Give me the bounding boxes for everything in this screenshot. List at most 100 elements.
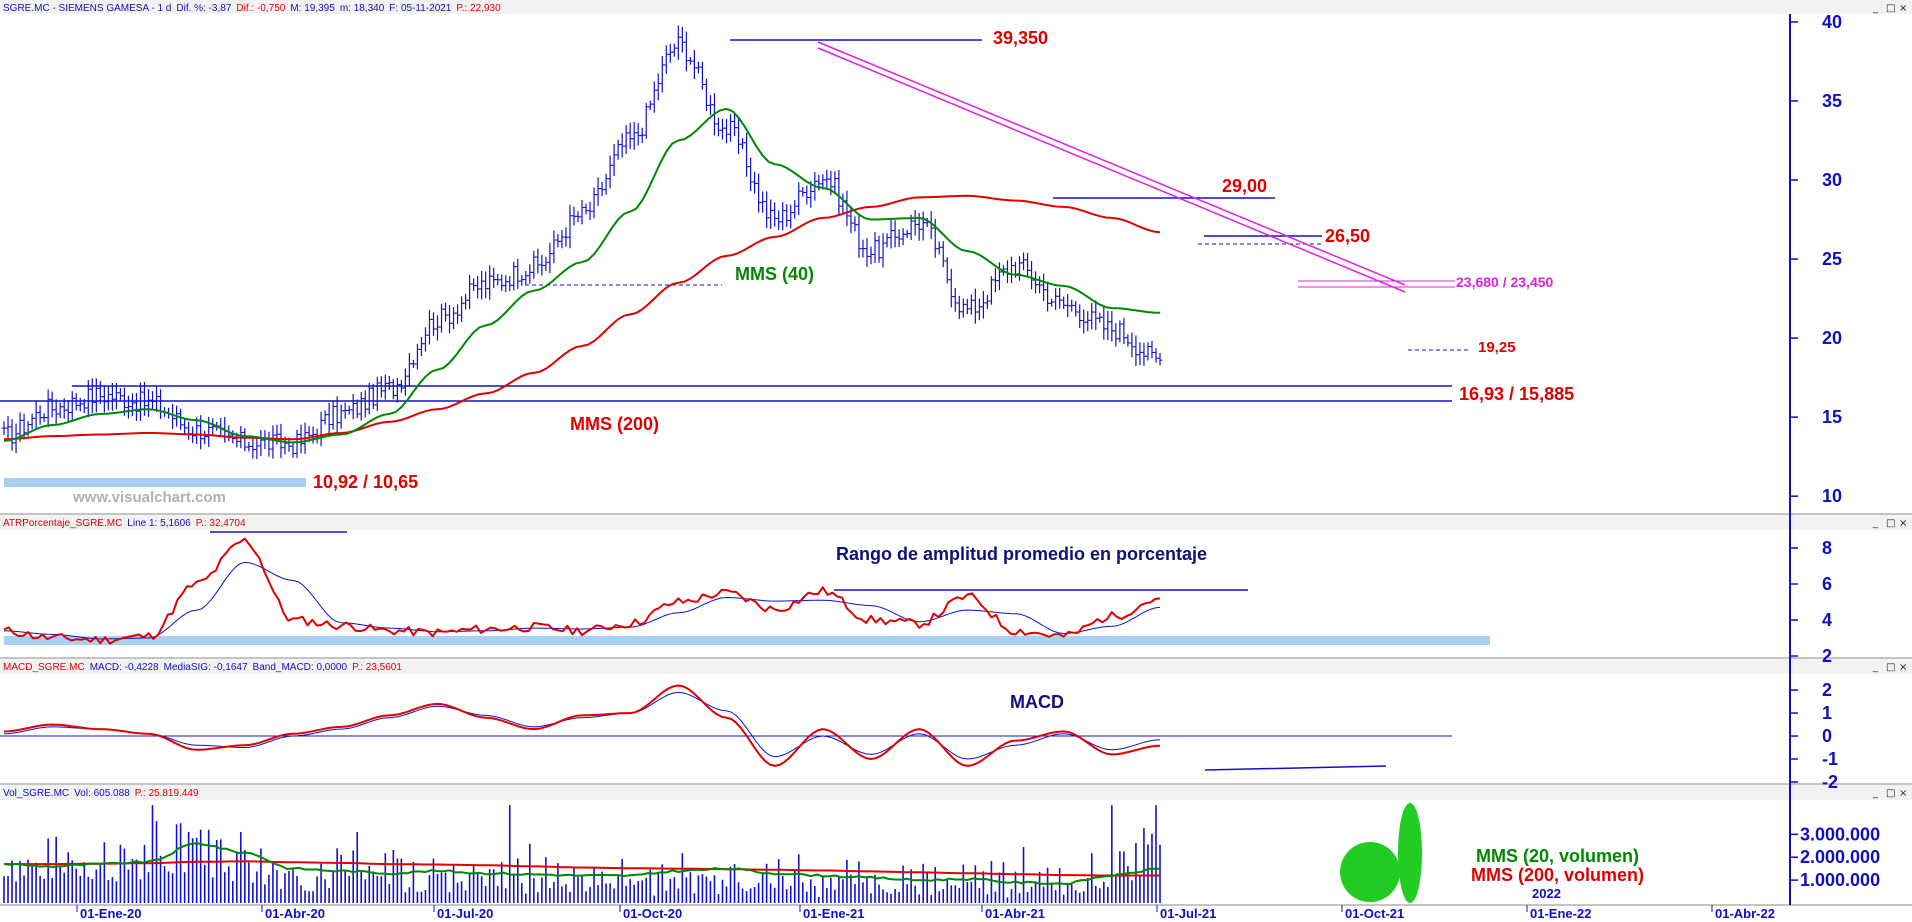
date-label: 01-Jul-21: [1160, 906, 1216, 921]
downtrend-line-lower: [817, 47, 1406, 293]
close-button[interactable]: ×: [1899, 3, 1907, 14]
panel-header-bar: [0, 785, 1912, 800]
price-axis-label: 10: [1822, 486, 1842, 506]
maximize-button[interactable]: □: [1886, 788, 1895, 799]
atr-header-p: P.: 32,4704: [196, 518, 246, 529]
panel-header-bar: [0, 515, 1912, 530]
close-button[interactable]: ×: [1899, 662, 1907, 673]
volume-axis-label: 2.000.000: [1800, 847, 1880, 867]
macd-panel-header: MACD_SGRE.MC MACD: -0,4228 MediaSIG: -0,16…: [3, 662, 402, 673]
annotation-1693-15885: 16,93 / 15,885: [1459, 384, 1574, 404]
price-axis-label: 20: [1822, 328, 1842, 348]
mms40-label: MMS (40): [735, 264, 814, 284]
price-axis-label: 40: [1822, 12, 1842, 32]
header-max: M: 19,395: [290, 3, 335, 14]
maximize-button[interactable]: □: [1886, 662, 1895, 673]
volume-panel-header: Vol_SGRE.MC Vol: 605.088 P.: 25.819.449: [3, 788, 199, 799]
header-dif-pct: Dif. %: -3,87: [176, 3, 231, 14]
header-min: m: 18,340: [340, 3, 385, 14]
annotation-1925: 19,25: [1478, 339, 1516, 356]
volume-highlight-nov: [1398, 803, 1422, 903]
date-label: 01-Oct-20: [623, 906, 682, 921]
macd-panel: 2 1 0 -1 -2: [0, 680, 1838, 792]
atr-window-controls[interactable]: _ □ ×: [1872, 518, 1907, 529]
volume-header-name: Vol_SGRE.MC: [3, 788, 69, 799]
volume-mms200-line: [4, 860, 1160, 877]
volume-mms20-label: MMS (20, volumen): [1476, 846, 1639, 866]
support-band: [4, 478, 306, 487]
annotation-39350: 39,350: [993, 28, 1048, 48]
watermark: www.visualchart.com: [72, 489, 226, 506]
maximize-button[interactable]: □: [1886, 518, 1895, 529]
atr-panel-header: ATRPorcentaje_SGRE.MC Line 1: 5,1606 P.: 3…: [3, 518, 246, 529]
price-axis-label: 25: [1822, 249, 1842, 269]
minimize-button[interactable]: _: [1872, 788, 1879, 799]
header-symbol: SGRE.MC - SIEMENS GAMESA - 1 d: [3, 3, 171, 14]
annotation-23680-23450: 23,680 / 23,450: [1456, 274, 1554, 290]
atr-axis-label: 2: [1822, 646, 1832, 666]
date-axis: 01-Ene-20 01-Abr-20 01-Jul-20 01-Oct-20 01-E…: [76, 886, 1775, 921]
macd-axis-label: -1: [1822, 749, 1838, 769]
volume-header-p: P.: 25.819.449: [135, 788, 199, 799]
panel-header-bar: [0, 659, 1912, 674]
mms40-line: [3, 107, 1161, 444]
close-button[interactable]: ×: [1899, 518, 1907, 529]
volume-mms20-line: [3, 842, 1161, 886]
date-label: 01-Oct-21: [1345, 906, 1404, 921]
atr-axis-label: 4: [1822, 610, 1832, 630]
maximize-button[interactable]: □: [1886, 3, 1895, 14]
downtrend-line-upper: [817, 41, 1406, 286]
atr-panel-title: Rango de amplitud promedio en porcentaje: [836, 544, 1207, 564]
volume-panel: 3.000.000 2.000.000 1.000.000: [3, 803, 1880, 903]
macd-header-name: MACD_SGRE.MC: [3, 662, 85, 673]
macd-axis-label: 0: [1822, 726, 1832, 746]
macd-header-macd: MACD: -0,4228: [90, 662, 159, 673]
macd-header-signal: MediaSIG: -0,1647: [164, 662, 248, 673]
macd-line: [3, 684, 1161, 767]
date-label: 01-Abr-21: [985, 906, 1045, 921]
macd-header-p: P.: 23,5601: [352, 662, 402, 673]
annotation-2650: 26,50: [1325, 226, 1370, 246]
svg-text:SGRE.MC - SIEMENS GAMESA - 1 d: SGRE.MC - SIEMENS GAMESA - 1 d Dif. %: -3…: [3, 3, 501, 14]
date-label: 01-Ene-20: [80, 906, 141, 921]
minimize-button[interactable]: _: [1872, 3, 1879, 14]
macd-header-band: Band_MACD: 0,0000: [253, 662, 348, 673]
panel-header-bar: [0, 0, 1912, 14]
macd-window-controls[interactable]: _ □ ×: [1872, 662, 1907, 673]
macd-axis-label: 2: [1822, 680, 1832, 700]
date-label: 01-Jul-20: [437, 906, 493, 921]
header-fecha: F: 05-11-2021: [389, 3, 452, 14]
macd-panel-title: MACD: [1010, 692, 1064, 712]
minimize-button[interactable]: _: [1872, 518, 1879, 529]
date-label: 01-Ene-21: [803, 906, 864, 921]
atr-band: [4, 636, 1490, 645]
date-label: 01-Abr-22: [1715, 906, 1775, 921]
header-precio: P.: 22,930: [456, 3, 501, 14]
atr-axis-label: 8: [1822, 538, 1832, 558]
year-label: 2022: [1532, 886, 1561, 901]
price-axis-label: 15: [1822, 407, 1842, 427]
volume-axis-label: 1.000.000: [1800, 870, 1880, 890]
volume-highlight-oct: [1340, 842, 1400, 902]
atr-signal-line: [3, 561, 1161, 640]
price-panel: 40 35 30 25 20 15 10: [0, 12, 1842, 506]
volume-header-vol: Vol: 605.088: [74, 788, 130, 799]
macd-axis-label: 1: [1822, 703, 1832, 723]
price-axis-label: 35: [1822, 91, 1842, 111]
atr-header-line: Line 1: 5,1606: [127, 518, 191, 529]
price-panel-header: SGRE.MC - SIEMENS GAMESA - 1 d Dif. %: -3…: [3, 3, 501, 14]
price-window-controls[interactable]: _ □ ×: [1872, 3, 1907, 14]
close-button[interactable]: ×: [1899, 788, 1907, 799]
volume-window-controls[interactable]: _ □ ×: [1872, 788, 1907, 799]
header-dif: Dif.: -0,750: [236, 3, 285, 14]
volume-mms200-label: MMS (200, volumen): [1471, 865, 1644, 885]
minimize-button[interactable]: _: [1872, 662, 1879, 673]
mms200-line: [3, 194, 1161, 441]
price-axis-label: 30: [1822, 170, 1842, 190]
atr-axis-label: 6: [1822, 574, 1832, 594]
macd-axis-label: -2: [1822, 772, 1838, 792]
volume-axis-label: 3.000.000: [1800, 824, 1880, 844]
